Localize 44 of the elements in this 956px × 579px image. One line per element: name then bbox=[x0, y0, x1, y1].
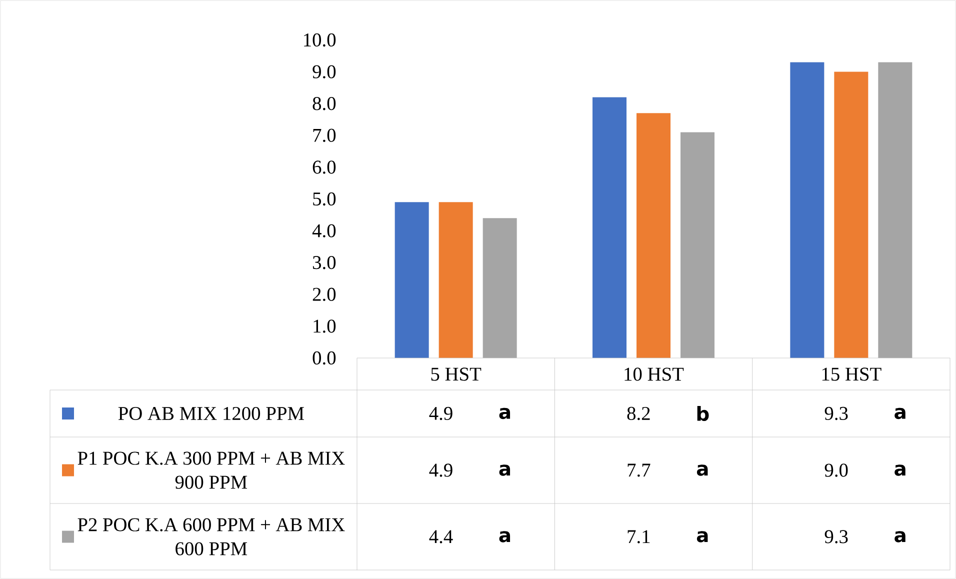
data-label: 4.4 bbox=[429, 530, 453, 544]
data-label: 4.9 bbox=[429, 464, 452, 477]
text: a bbox=[894, 464, 906, 476]
data-label: 9.0 bbox=[824, 464, 848, 477]
legend-label: P2 POC K.A 600 PPM + AB MIX 600 PPM bbox=[78, 518, 345, 556]
legend-label: P1 POC K.A 300 PPM + AB MIX 900 PPM bbox=[78, 452, 345, 489]
bar bbox=[482, 218, 517, 358]
bar bbox=[878, 62, 912, 358]
text: a bbox=[499, 464, 510, 476]
y-tick-label: 2.0 bbox=[312, 288, 336, 301]
y-tick-label: 0.0 bbox=[312, 351, 336, 365]
text: a bbox=[894, 531, 906, 542]
bar bbox=[636, 113, 671, 358]
y-tick-label: 1.0 bbox=[314, 320, 336, 333]
x-tick-label: 10 HST bbox=[624, 368, 684, 381]
text: a bbox=[696, 464, 708, 476]
y-tick-label: 10.0 bbox=[304, 33, 336, 47]
y-tick-label: 8.0 bbox=[312, 96, 336, 110]
bar bbox=[394, 202, 429, 358]
text: a bbox=[499, 408, 510, 420]
data-label: 7.1 bbox=[628, 530, 650, 544]
bar bbox=[680, 132, 715, 358]
y-tick-label: 5.0 bbox=[313, 192, 336, 206]
bar bbox=[592, 97, 627, 358]
y-tick-label: 7.0 bbox=[313, 128, 336, 142]
bar bbox=[438, 202, 473, 358]
text: a bbox=[894, 408, 906, 420]
y-tick-label: 3.0 bbox=[312, 256, 336, 270]
text: a bbox=[696, 531, 708, 542]
x-tick-label: 15 HST bbox=[822, 368, 882, 381]
data-label: 4.9 bbox=[429, 406, 452, 420]
data-label: 9.3 bbox=[824, 406, 848, 420]
bar bbox=[790, 62, 824, 358]
data-label: 7.7 bbox=[628, 464, 650, 477]
data-label: 9.3 bbox=[824, 530, 848, 544]
y-tick-label: 9.0 bbox=[312, 65, 336, 78]
legend-label: PO AB MIX 1200 PPM bbox=[118, 406, 304, 420]
x-tick-label: 5 HST bbox=[431, 368, 482, 381]
text: b bbox=[697, 406, 709, 422]
text: a bbox=[499, 531, 510, 542]
bar bbox=[834, 72, 868, 358]
y-tick-label: 4.0 bbox=[312, 224, 336, 238]
y-tick-label: 6.0 bbox=[312, 160, 336, 174]
data-label: 8.2 bbox=[627, 406, 650, 420]
